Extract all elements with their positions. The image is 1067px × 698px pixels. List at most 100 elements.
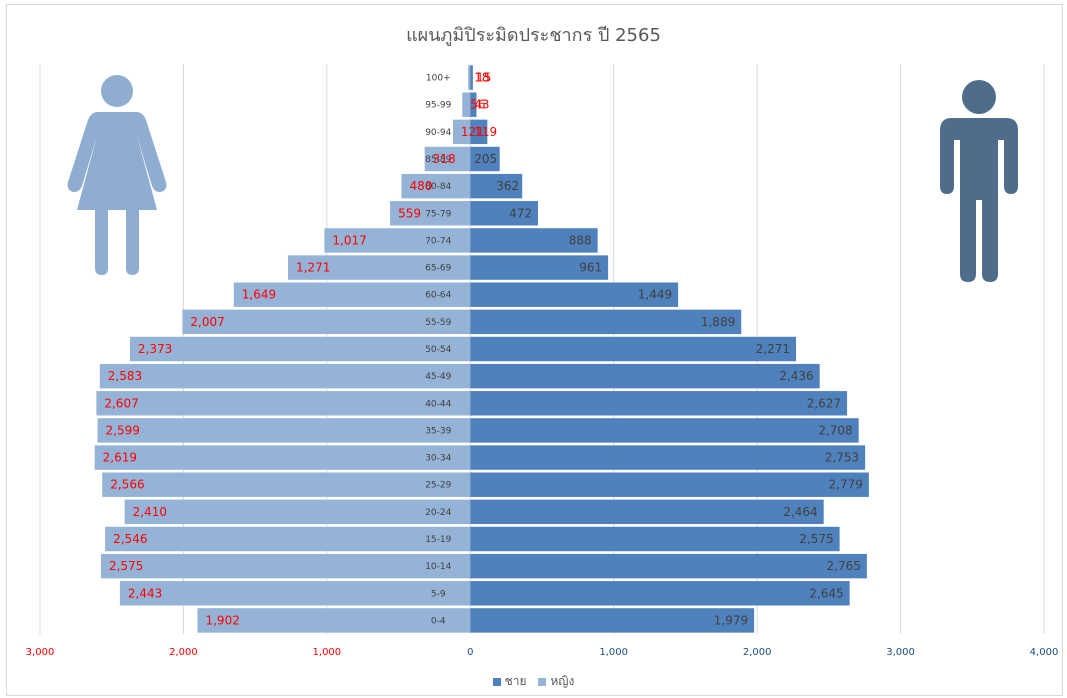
bar-female <box>96 391 471 416</box>
age-group-label: 90-94 <box>425 128 451 138</box>
age-group-label: 5-9 <box>431 589 446 599</box>
bar-female <box>462 92 471 117</box>
data-label-female: 1,271 <box>296 261 330 275</box>
age-group-label: 35-39 <box>425 426 451 436</box>
age-group-label: 15-19 <box>425 535 451 545</box>
legend-swatch-male <box>492 677 501 686</box>
data-label-male: 2,436 <box>779 369 813 383</box>
age-group-label: 30-34 <box>425 454 451 464</box>
data-label-male: 2,575 <box>799 532 833 546</box>
bar-female <box>129 336 471 362</box>
legend-item-female: หญิง <box>538 672 574 691</box>
bar-male <box>470 553 867 579</box>
data-label-male: 1,889 <box>701 315 735 329</box>
bar-male <box>470 282 679 307</box>
bar-female <box>100 553 471 579</box>
data-label-female: 2,583 <box>108 369 142 383</box>
legend-label-female: หญิง <box>550 674 575 688</box>
data-label-female: 1,017 <box>332 233 366 247</box>
bar-female <box>99 363 471 389</box>
bar-female <box>424 146 471 172</box>
bar-male <box>470 526 840 552</box>
bar-male <box>470 255 609 280</box>
chart-title: แผนภูมิปิระมิดประชากร ปี 2565 <box>406 25 661 46</box>
age-group-label: 100+ <box>426 74 451 84</box>
data-label-male: 2,779 <box>829 478 863 492</box>
bar-male <box>470 309 742 335</box>
data-label-male: 362 <box>496 179 519 193</box>
data-label-male: 2,753 <box>825 451 859 465</box>
bar-female <box>233 282 471 307</box>
data-label-male: 43 <box>474 98 489 112</box>
data-label-male: 472 <box>509 206 532 220</box>
bar-male <box>470 608 755 633</box>
x-tick-label: 1,000 <box>313 647 342 658</box>
bar-male <box>470 418 859 443</box>
bar-female <box>119 581 471 606</box>
bar-female <box>124 499 471 525</box>
data-label-male: 961 <box>579 261 602 275</box>
data-label-female: 1,902 <box>205 613 239 627</box>
bar-female <box>182 309 471 335</box>
data-label-male: 205 <box>474 152 497 166</box>
data-label-female: 2,443 <box>128 586 162 600</box>
data-label-female: 2,575 <box>109 559 143 573</box>
bar-female <box>468 65 471 90</box>
data-label-male: 2,765 <box>827 559 861 573</box>
bar-male <box>470 336 797 362</box>
data-label-male: 888 <box>569 233 592 247</box>
bar-female <box>287 255 471 280</box>
age-group-label: 80-84 <box>425 182 451 192</box>
data-label-female: 2,007 <box>190 315 224 329</box>
age-group-label: 70-74 <box>425 236 451 246</box>
bar-male <box>470 228 598 253</box>
bar-female <box>390 201 471 226</box>
age-group-label: 10-14 <box>425 562 451 572</box>
data-label-male: 2,708 <box>818 423 852 437</box>
bar-female <box>97 418 471 443</box>
data-label-female: 2,410 <box>133 505 167 519</box>
data-label-female: 2,607 <box>104 396 138 410</box>
bar-female <box>452 119 471 145</box>
data-label-female: 15 <box>476 71 491 85</box>
bar-female <box>105 526 471 552</box>
age-group-label: 0-4 <box>431 616 446 626</box>
data-label-male: 2,627 <box>807 396 841 410</box>
data-label-female: 559 <box>398 206 421 220</box>
bar-male <box>470 445 866 470</box>
legend-item-male: ชาย <box>492 672 527 691</box>
bar-male <box>470 363 820 389</box>
data-label-male: 1,449 <box>638 288 672 302</box>
data-label-female: 318 <box>433 152 456 166</box>
bar-female <box>102 472 471 497</box>
bar-female <box>401 173 471 199</box>
age-group-label: 40-44 <box>425 399 451 409</box>
data-label-male: 2,464 <box>783 505 817 519</box>
bar-female <box>324 228 471 253</box>
age-group-label: 25-29 <box>425 481 451 491</box>
age-group-label: 50-54 <box>425 345 451 355</box>
bar-male <box>470 65 473 90</box>
x-tick-label: 3,000 <box>886 647 915 658</box>
x-tick-label: 4,000 <box>1030 647 1059 658</box>
data-label-female: 2,566 <box>110 478 144 492</box>
bar-male <box>470 146 500 172</box>
age-group-label: 85-89 <box>425 155 451 165</box>
bar-female <box>197 608 471 633</box>
bar-male <box>470 119 488 145</box>
legend: ชาย หญิง <box>0 672 1067 691</box>
bar-male <box>470 499 824 525</box>
age-group-label: 75-79 <box>425 209 451 219</box>
data-label-male: 18 <box>474 71 489 85</box>
data-label-male: 1,979 <box>714 613 748 627</box>
data-label-male: 119 <box>474 125 497 139</box>
bar-male <box>470 472 869 497</box>
bar-female <box>94 445 471 470</box>
data-label-female: 2,373 <box>138 342 172 356</box>
bar-male <box>470 391 848 416</box>
data-label-male: 2,645 <box>809 586 843 600</box>
data-label-female: 2,619 <box>103 451 137 465</box>
data-label-male: 2,271 <box>756 342 790 356</box>
data-label-female: 480 <box>409 179 432 193</box>
